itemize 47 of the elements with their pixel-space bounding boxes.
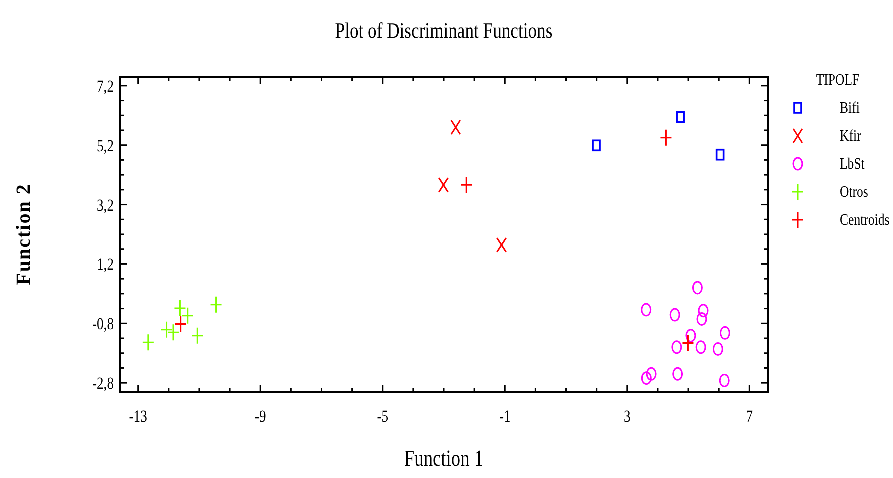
x-tick-label: -5 (377, 408, 389, 426)
point (592, 140, 601, 152)
point (191, 327, 204, 345)
point (698, 304, 709, 318)
point (696, 312, 708, 326)
legend-label: Otros (840, 184, 869, 202)
y-tick-label: 5,2 (97, 136, 114, 156)
point (160, 321, 174, 339)
point (686, 329, 696, 343)
chart-title: Plot of Discriminant Functions (335, 19, 553, 44)
y-tick-label: 3,2 (97, 196, 114, 216)
legend-label: LbSt (840, 156, 865, 174)
x-tick-label: 7 (746, 408, 754, 426)
x-tick-label: -1 (499, 408, 511, 426)
y-axis-title: Function 2 (13, 184, 35, 286)
point (712, 342, 724, 356)
legend-title: TIPOLF (816, 72, 860, 90)
x-tick-label: -13 (129, 408, 148, 426)
point (672, 340, 682, 354)
point (692, 281, 703, 295)
x-tick-label: -9 (254, 408, 267, 426)
point (660, 129, 672, 147)
point (174, 315, 188, 333)
y-tick-label: 7,2 (97, 78, 114, 96)
point (672, 367, 684, 381)
legend-label: Bifi (840, 100, 860, 118)
point (719, 374, 730, 388)
legend-label: Centroids (840, 212, 890, 230)
point (210, 296, 223, 314)
point (682, 334, 694, 352)
point (460, 176, 473, 194)
y-tick-label: 1,2 (97, 256, 114, 275)
legend-label: Kfir (840, 128, 862, 146)
point (696, 340, 706, 354)
point (142, 334, 155, 352)
point (676, 112, 685, 124)
x-tick-label: 3 (624, 408, 632, 426)
y-tick-label: -2,8 (92, 374, 114, 394)
point (167, 324, 180, 342)
point (641, 372, 652, 386)
point (646, 367, 657, 381)
y-tick-label: -0,8 (92, 315, 114, 334)
point (720, 326, 730, 340)
point (641, 303, 652, 317)
point (716, 148, 725, 161)
x-axis-title: Function 1 (404, 445, 484, 472)
point (670, 308, 680, 322)
